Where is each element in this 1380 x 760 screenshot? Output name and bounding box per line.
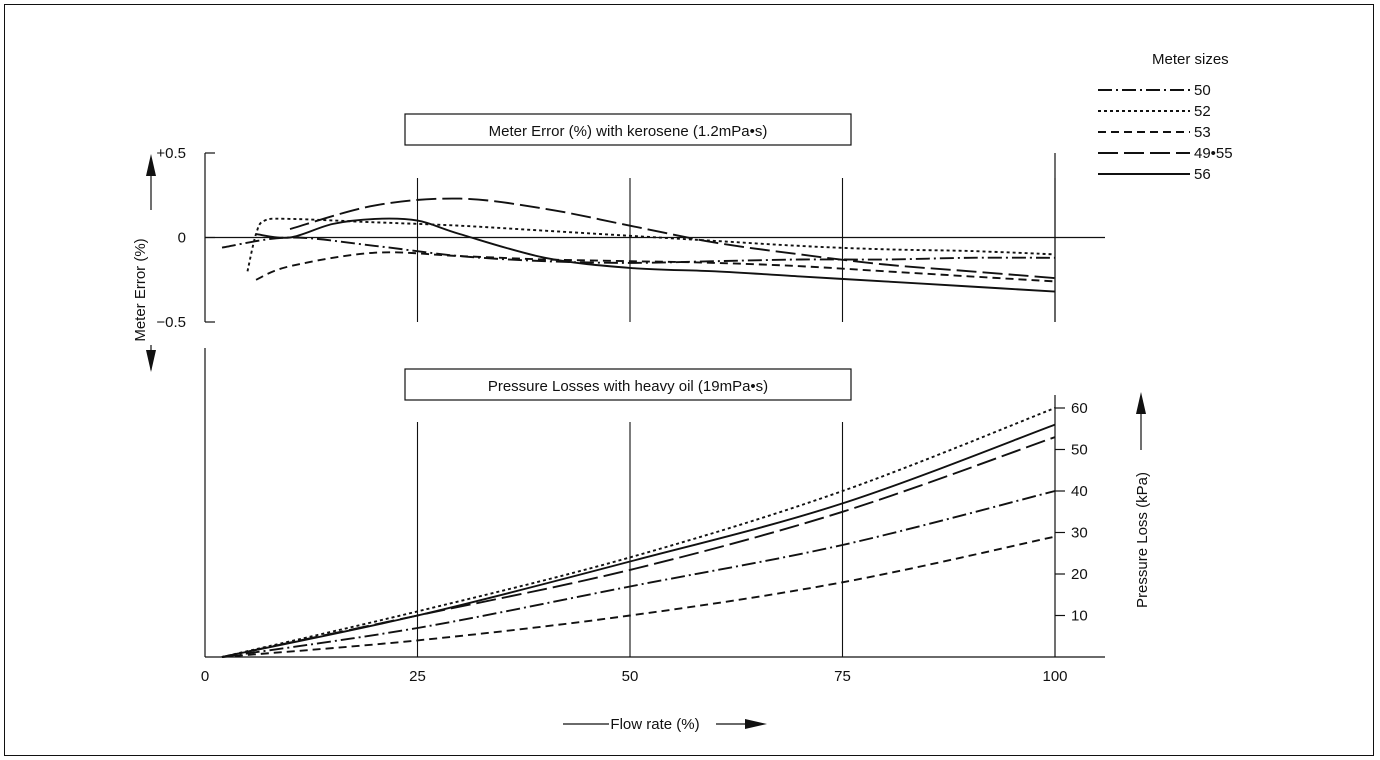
y-label-right-group: Pressure Loss (kPa) [1134,392,1151,608]
bottom-chart-title: Pressure Losses with heavy oil (19mPa•s) [488,378,768,395]
top-y-tick-label: +0.5 [156,145,186,162]
legend-label: 50 [1194,82,1211,99]
x-tick-label: 75 [834,668,851,685]
top-chart-title-box [404,113,852,146]
right-y-tick-label: 60 [1071,400,1088,417]
legend: Meter sizes 50 52 53 49•55 56 [1098,51,1233,183]
x-tick-label: 0 [201,668,209,685]
arrow-down-icon [146,350,156,372]
y-label-left: Meter Error (%) [132,238,149,341]
pressure-loss-series-53 [221,535,1056,658]
pressure-loss-series-52 [221,407,1056,658]
grid [416,153,1056,657]
x-label: Flow rate (%) [610,716,699,733]
meter-error-series-49-55 [289,197,1056,280]
legend-label: 49•55 [1194,145,1233,162]
x-tick-label: 25 [409,668,426,685]
arrow-up-icon [1136,392,1146,414]
axes: +0.5 0 −0.5 0 25 50 75 100 10 20 30 40 50 60 [156,145,1105,685]
top-y-tick-label: 0 [178,230,186,247]
right-y-tick-label: 30 [1071,525,1088,542]
legend-label: 56 [1194,166,1211,183]
right-y-tick-label: 50 [1071,442,1088,459]
pressure-loss-series-49-55 [221,436,1056,658]
right-y-tick-label: 20 [1071,566,1088,583]
legend-label: 53 [1194,124,1211,141]
meter-error-series [221,197,1056,293]
top-y-tick-label: −0.5 [156,314,186,331]
legend-label: 52 [1194,103,1211,120]
top-chart-title: Meter Error (%) with kerosene (1.2mPa•s) [489,123,768,140]
pressure-loss-series [221,407,1056,658]
arrow-right-icon [745,719,767,729]
meter-error-series-50 [221,236,1056,264]
right-y-tick-label: 40 [1071,483,1088,500]
right-y-tick-label: 10 [1071,608,1088,625]
pressure-loss-series-50 [221,490,1056,658]
x-tick-label: 100 [1042,668,1067,685]
top-chart-title-group: Meter Error (%) with kerosene (1.2mPa•s) [404,113,852,146]
meter-error-series-53 [255,251,1056,283]
legend-title: Meter sizes [1152,51,1229,68]
x-tick-label: 50 [622,668,639,685]
bottom-chart-title-group: Pressure Losses with heavy oil (19mPa•s) [404,368,852,401]
y-label-left-group: Meter Error (%) [132,154,156,372]
meter-error-series-56 [255,217,1056,293]
arrow-up-icon [146,154,156,176]
pressure-loss-series-56 [221,423,1056,658]
y-label-right: Pressure Loss (kPa) [1134,472,1151,608]
bottom-chart-title-box [404,368,852,401]
x-label-group: Flow rate (%) [563,716,767,733]
